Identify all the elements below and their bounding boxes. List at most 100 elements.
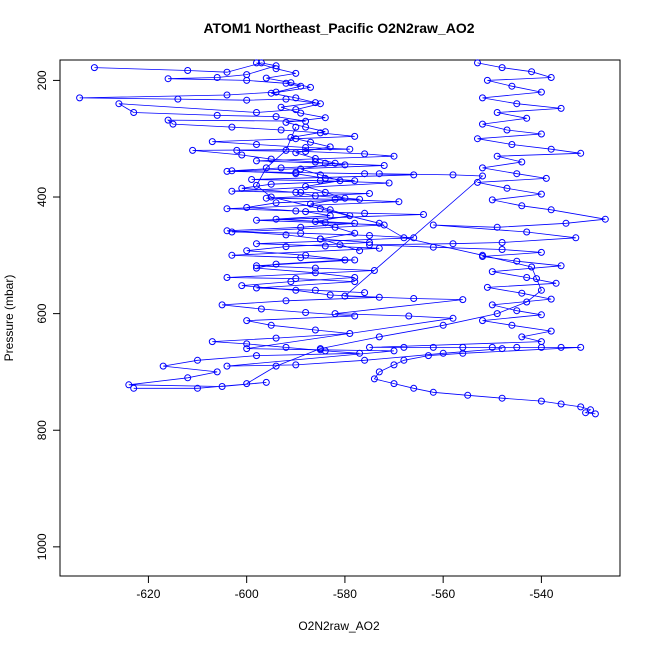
data-point xyxy=(410,234,418,242)
data-point xyxy=(498,64,506,72)
data-point xyxy=(547,145,555,153)
data-point xyxy=(351,256,359,264)
data-point xyxy=(253,352,260,360)
data-point xyxy=(233,146,241,154)
data-point xyxy=(125,381,133,389)
data-point xyxy=(292,94,300,102)
data-point xyxy=(380,221,388,229)
data-point xyxy=(253,141,260,148)
data-point xyxy=(277,126,285,134)
data-point xyxy=(474,59,481,67)
data-point xyxy=(351,274,359,281)
data-point xyxy=(302,144,310,151)
data-point xyxy=(238,282,246,290)
series-line xyxy=(79,62,380,389)
data-point xyxy=(316,100,324,108)
data-point xyxy=(277,164,285,172)
data-point xyxy=(243,96,251,104)
data-point xyxy=(297,188,305,196)
data-point xyxy=(243,317,251,325)
data-point xyxy=(370,375,378,383)
data-point xyxy=(479,317,486,325)
y-axis-label: Pressure (mbar) xyxy=(2,275,16,362)
y-tick-label: 1000 xyxy=(35,533,49,560)
data-point xyxy=(533,275,540,283)
data-point xyxy=(503,184,511,192)
plot-frame xyxy=(59,59,621,577)
data-point xyxy=(311,264,319,272)
data-point xyxy=(488,301,496,309)
data-point xyxy=(90,64,98,72)
data-point xyxy=(243,247,251,255)
data-point xyxy=(479,120,486,128)
data-point xyxy=(292,275,300,283)
data-point xyxy=(361,150,369,158)
data-point xyxy=(537,130,545,138)
series-line xyxy=(246,126,542,384)
data-point xyxy=(459,296,467,304)
data-point xyxy=(493,109,501,116)
data-point xyxy=(601,215,609,223)
data-point xyxy=(351,278,359,286)
data-point xyxy=(243,345,251,353)
data-point xyxy=(488,268,496,276)
data-series-layer xyxy=(76,59,609,418)
data-point xyxy=(267,180,275,188)
data-point xyxy=(292,207,300,215)
data-point xyxy=(253,240,260,248)
data-point xyxy=(331,159,339,167)
data-point xyxy=(253,59,260,67)
data-point xyxy=(405,312,413,320)
data-point xyxy=(577,343,585,351)
data-point xyxy=(439,349,447,357)
data-point xyxy=(361,289,369,297)
data-point xyxy=(459,349,467,357)
data-point xyxy=(223,91,231,99)
data-point xyxy=(341,292,349,300)
data-point xyxy=(493,223,501,231)
data-point xyxy=(498,246,506,253)
data-point xyxy=(297,229,305,237)
data-point xyxy=(518,333,526,341)
data-point xyxy=(130,384,138,392)
data-point xyxy=(228,123,236,131)
data-point xyxy=(292,106,300,114)
data-point xyxy=(361,170,369,178)
data-point xyxy=(557,343,565,351)
data-point xyxy=(449,314,457,322)
data-point xyxy=(302,183,310,190)
data-point xyxy=(282,118,290,126)
data-point xyxy=(361,209,369,217)
data-point xyxy=(464,391,472,399)
data-point xyxy=(449,171,457,179)
data-point xyxy=(223,274,231,281)
data-point xyxy=(523,114,531,122)
data-point xyxy=(424,352,432,360)
data-point xyxy=(311,218,319,225)
data-point xyxy=(174,95,182,103)
data-point xyxy=(361,356,369,364)
data-point xyxy=(395,198,403,206)
data-point xyxy=(562,219,570,227)
data-point xyxy=(547,327,555,335)
data-point xyxy=(577,403,585,411)
data-series xyxy=(243,123,545,388)
data-point xyxy=(223,68,231,76)
data-point xyxy=(439,321,447,329)
data-point xyxy=(194,384,201,392)
data-point xyxy=(385,179,393,187)
data-point xyxy=(253,109,260,116)
data-point xyxy=(307,138,314,146)
data-point xyxy=(316,346,324,354)
data-point xyxy=(213,368,221,376)
data-point xyxy=(513,307,521,315)
data-point xyxy=(474,135,481,143)
data-point xyxy=(243,340,251,348)
data-point xyxy=(557,104,565,112)
data-point xyxy=(282,79,290,87)
data-point xyxy=(429,221,437,229)
data-point xyxy=(253,157,260,165)
data-point xyxy=(228,228,236,236)
data-point xyxy=(552,279,560,287)
y-tick-label: 200 xyxy=(35,70,49,90)
